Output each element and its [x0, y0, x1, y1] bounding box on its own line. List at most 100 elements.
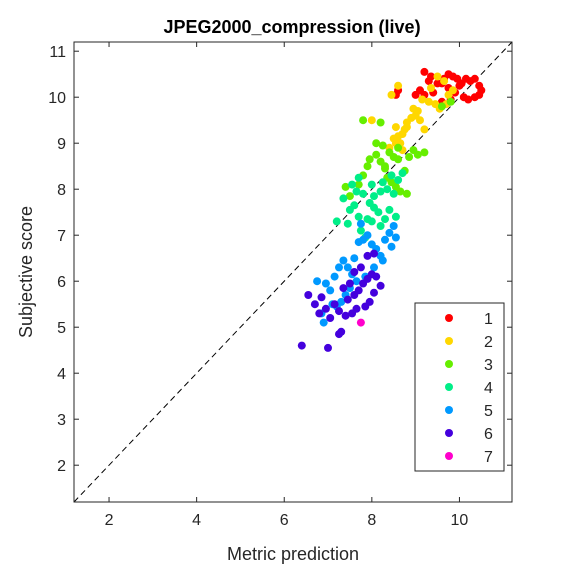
y-tick-label: 8	[57, 182, 66, 199]
data-point-series-5-6	[335, 263, 343, 272]
x-tick-label: 4	[192, 512, 201, 529]
legend-marker-2	[445, 337, 453, 345]
data-point-series-4-28	[387, 171, 396, 180]
data-point-series-6-30	[370, 249, 378, 258]
data-point-series-4-13	[385, 205, 394, 214]
data-point-series-4-19	[365, 199, 374, 207]
data-point-series-4-18	[370, 192, 378, 201]
data-point-series-2-29	[409, 104, 418, 113]
data-point-series-4-1	[343, 219, 352, 228]
data-point-series-6-29	[363, 251, 372, 260]
data-point-series-5-20	[391, 233, 400, 242]
legend-marker-7	[445, 452, 453, 460]
data-point-series-5-31	[356, 219, 365, 228]
y-tick-label: 2	[57, 458, 66, 475]
data-point-series-5-2	[319, 318, 328, 327]
y-tick-label: 11	[49, 44, 66, 61]
data-point-series-1-16	[459, 93, 468, 102]
data-point-series-3-6	[372, 150, 381, 159]
legend: 1 2 3 4 5 6 7	[414, 302, 505, 472]
data-point-series-3-28	[394, 143, 403, 152]
data-point-series-4-20	[359, 189, 368, 198]
data-point-series-6-6	[324, 343, 332, 352]
data-point-series-5-21	[387, 242, 396, 251]
data-point-series-3-2	[354, 180, 363, 189]
data-point-series-2-20	[387, 90, 396, 99]
data-point-series-3-13	[402, 189, 411, 198]
data-point-series-4-27	[398, 169, 407, 178]
data-point-series-6-8	[330, 300, 339, 309]
data-point-series-6-5	[321, 304, 330, 313]
data-point-series-5-5	[330, 272, 339, 281]
data-point-series-5-25	[352, 277, 361, 286]
legend-label-2: 2	[484, 334, 493, 351]
data-point-series-6-27	[335, 307, 343, 316]
data-point-series-4-8	[367, 217, 376, 226]
data-point-series-5-8	[343, 263, 352, 272]
data-point-series-6-15	[354, 286, 363, 295]
data-point-series-3-29	[381, 162, 389, 171]
data-point-series-4-12	[381, 215, 389, 224]
data-point-series-6-0	[297, 341, 306, 350]
x-tick-label: 2	[105, 512, 114, 529]
x-tick-label: 8	[367, 512, 376, 529]
data-point-series-3-5	[365, 155, 374, 164]
data-point-series-4-11	[376, 222, 385, 230]
data-point-series-6-3	[315, 309, 324, 318]
data-point-series-5-3	[321, 279, 330, 288]
data-point-series-5-19	[389, 222, 398, 230]
data-point-series-2-1	[391, 123, 400, 132]
data-point-series-7-0	[356, 318, 365, 327]
data-point-series-6-28	[356, 263, 365, 272]
data-point-series-4-4	[354, 212, 363, 221]
y-tick-label: 5	[57, 320, 66, 337]
x-axis-title: Metric prediction	[227, 544, 359, 564]
data-point-series-2-17	[440, 77, 449, 86]
data-point-series-4-29	[339, 194, 348, 203]
y-tick-label: 10	[48, 90, 66, 107]
data-point-series-6-1	[304, 291, 313, 299]
data-point-series-1-10	[470, 74, 479, 83]
data-point-series-4-25	[378, 178, 387, 187]
x-tick-label: 10	[451, 512, 469, 529]
y-tick-label: 7	[57, 228, 66, 245]
data-point-series-3-21	[378, 141, 387, 150]
reference-diagonal-line	[73, 41, 513, 503]
legend-marker-3	[445, 360, 453, 368]
legend-label-4: 4	[484, 380, 493, 397]
data-point-series-5-18	[385, 228, 394, 237]
legend-label-6: 6	[484, 426, 493, 443]
data-point-series-6-10	[337, 327, 346, 336]
data-point-series-4-26	[394, 176, 403, 184]
x-tick-label: 6	[280, 512, 289, 529]
data-point-series-2-27	[427, 84, 435, 92]
data-point-series-2-11	[418, 95, 427, 104]
data-point-series-6-12	[343, 295, 352, 304]
data-point-series-5-10	[350, 254, 359, 263]
data-point-series-4-22	[348, 180, 357, 189]
legend-marker-1	[445, 314, 453, 322]
y-axis-title: Subjective score	[16, 206, 36, 338]
data-point-series-6-23	[361, 302, 370, 311]
data-point-series-6-20	[376, 281, 385, 290]
data-point-series-3-23	[376, 118, 385, 127]
data-point-series-4-16	[383, 185, 392, 194]
chart-title: JPEG2000_compression (live)	[163, 17, 420, 37]
data-point-series-2-0	[367, 116, 376, 125]
data-point-series-2-19	[448, 86, 457, 95]
data-point-series-6-19	[372, 272, 381, 281]
data-point-series-5-13	[363, 231, 372, 240]
data-point-series-4-0	[332, 217, 341, 226]
legend-box	[414, 302, 505, 472]
data-point-series-6-13	[345, 279, 354, 288]
data-point-series-1-14	[470, 93, 479, 102]
legend-label-5: 5	[484, 403, 493, 420]
legend-marker-5	[445, 406, 453, 414]
data-point-series-2-28	[420, 125, 429, 134]
data-point-series-3-12	[396, 187, 405, 196]
legend-label-7: 7	[484, 449, 493, 466]
data-point-series-3-26	[437, 102, 446, 111]
legend-label-1: 1	[484, 311, 493, 328]
legend-marker-4	[445, 383, 453, 391]
